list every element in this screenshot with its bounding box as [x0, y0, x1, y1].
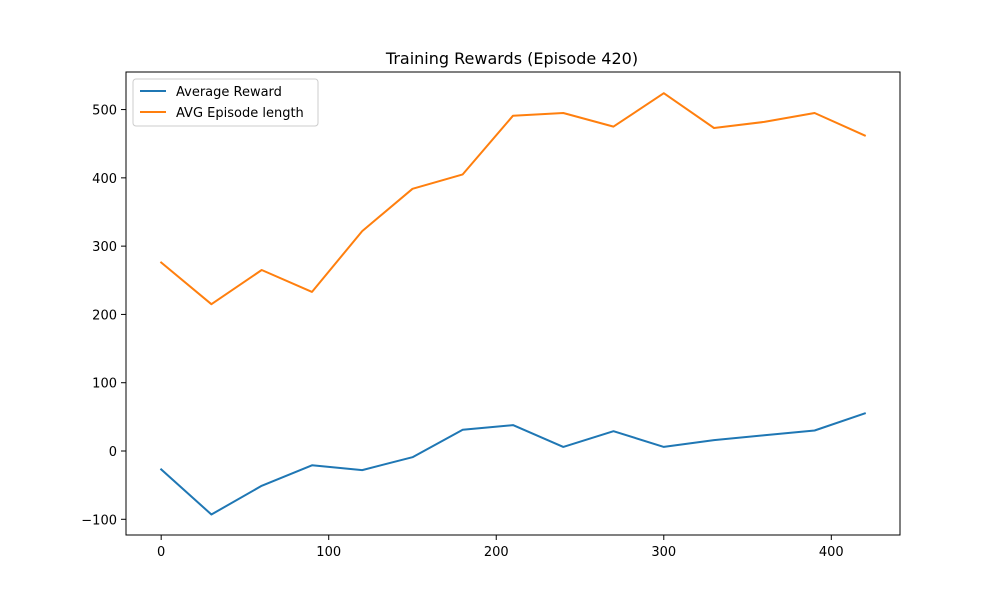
y-tick-label: 100 — [92, 377, 117, 392]
y-tick-label: 300 — [92, 240, 117, 255]
legend-label: Average Reward — [176, 85, 282, 100]
chart-title: Training Rewards (Episode 420) — [385, 49, 638, 68]
x-tick-label: 400 — [819, 545, 844, 560]
series-line-2 — [159, 92, 867, 306]
plot-area: 0 100 200 300 400 −100 0 100 200 300 400 500 Average… — [81, 71, 901, 560]
y-tick-label: −100 — [81, 513, 117, 528]
y-tick-label: 500 — [92, 104, 117, 119]
x-tick-label: 0 — [157, 545, 165, 560]
x-tick-label: 300 — [651, 545, 676, 560]
legend: Average Reward AVG Episode length — [132, 78, 319, 127]
series-line-1 — [159, 412, 867, 516]
x-tick-label: 200 — [484, 545, 509, 560]
y-tick-label: 0 — [109, 445, 117, 460]
y-tick-label: 200 — [92, 308, 117, 323]
legend-box — [132, 78, 319, 127]
y-tick-label: 400 — [92, 172, 117, 187]
legend-label: AVG Episode length — [176, 106, 304, 121]
plot-frame — [125, 71, 901, 536]
x-tick-label: 100 — [316, 545, 341, 560]
